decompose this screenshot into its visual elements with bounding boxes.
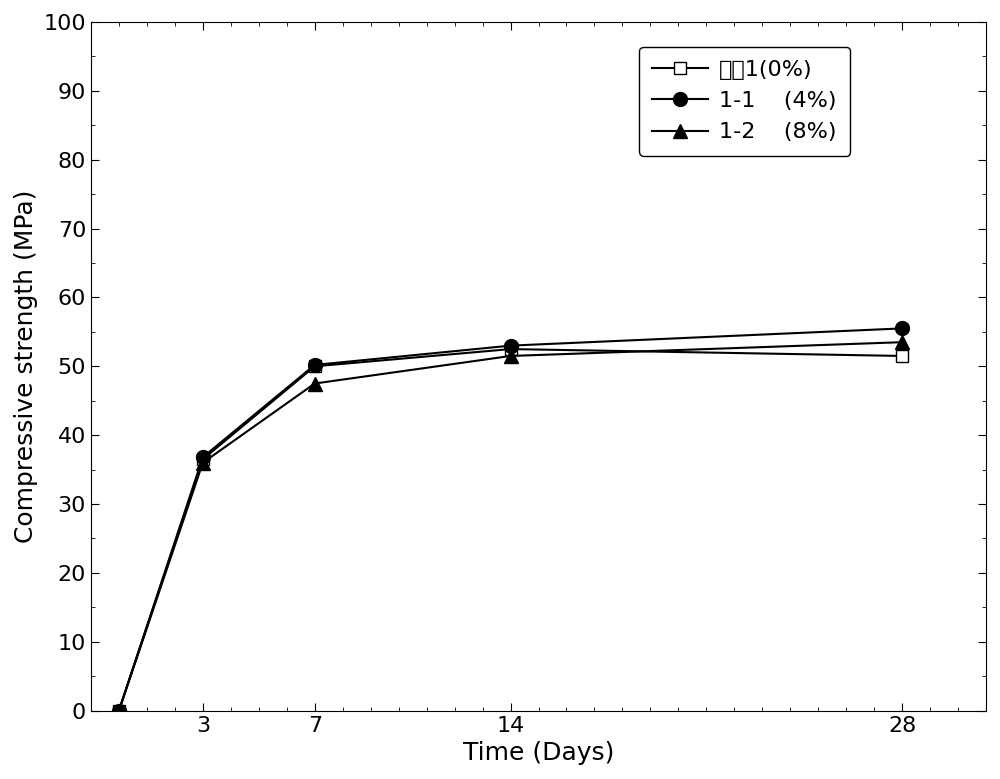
- 1-1    (4%): [197, 453, 209, 462]
- Legend: 试件1(0%), 1-1    (4%), 1-2    (8%): 试件1(0%), 1-1 (4%), 1-2 (8%): [639, 47, 850, 156]
- 试件1(0%): [505, 344, 517, 354]
- 1-1    (4%): [113, 706, 125, 715]
- 1-1    (4%): [505, 341, 517, 351]
- Line: 试件1(0%): 试件1(0%): [113, 343, 908, 717]
- 1-1    (4%): [309, 360, 321, 369]
- 试件1(0%): [896, 351, 908, 361]
- 1-1    (4%): [896, 324, 908, 333]
- X-axis label: Time (Days): Time (Days): [463, 741, 614, 765]
- 试件1(0%): [113, 706, 125, 715]
- 试件1(0%): [309, 361, 321, 371]
- 1-2    (8%): [197, 458, 209, 467]
- Y-axis label: Compressive strength (MPa): Compressive strength (MPa): [14, 189, 38, 543]
- Line: 1-1    (4%): 1-1 (4%): [112, 322, 909, 717]
- 1-2    (8%): [896, 337, 908, 347]
- 1-2    (8%): [113, 706, 125, 715]
- Line: 1-2    (8%): 1-2 (8%): [112, 335, 909, 717]
- 1-2    (8%): [505, 351, 517, 361]
- 1-2    (8%): [309, 379, 321, 388]
- 试件1(0%): [197, 455, 209, 464]
